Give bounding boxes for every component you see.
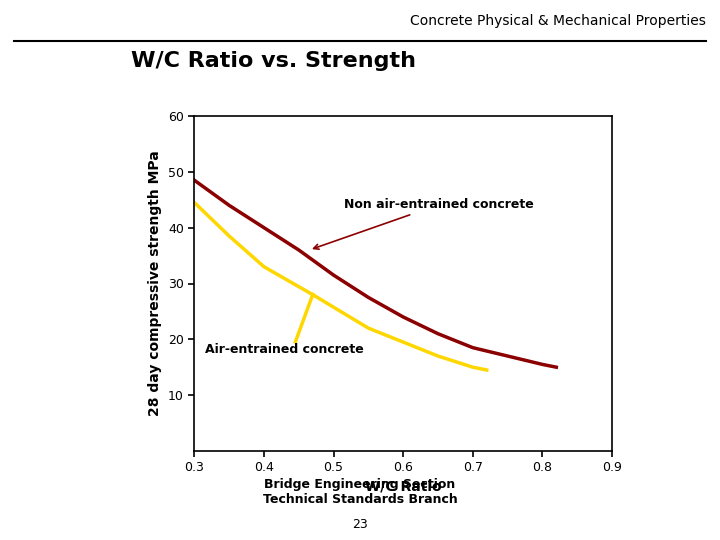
- Y-axis label: 28 day compressive strength MPa: 28 day compressive strength MPa: [148, 151, 163, 416]
- Text: 23: 23: [352, 518, 368, 531]
- Text: Concrete Physical & Mechanical Properties: Concrete Physical & Mechanical Propertie…: [410, 14, 706, 28]
- Text: Bridge Engineering Section
Technical Standards Branch: Bridge Engineering Section Technical Sta…: [263, 478, 457, 506]
- Text: W/C Ratio vs. Strength: W/C Ratio vs. Strength: [131, 51, 416, 71]
- Text: Air-entrained concrete: Air-entrained concrete: [205, 343, 364, 356]
- Text: Non air-entrained concrete: Non air-entrained concrete: [314, 198, 534, 249]
- X-axis label: W/C Ratio: W/C Ratio: [365, 480, 441, 494]
